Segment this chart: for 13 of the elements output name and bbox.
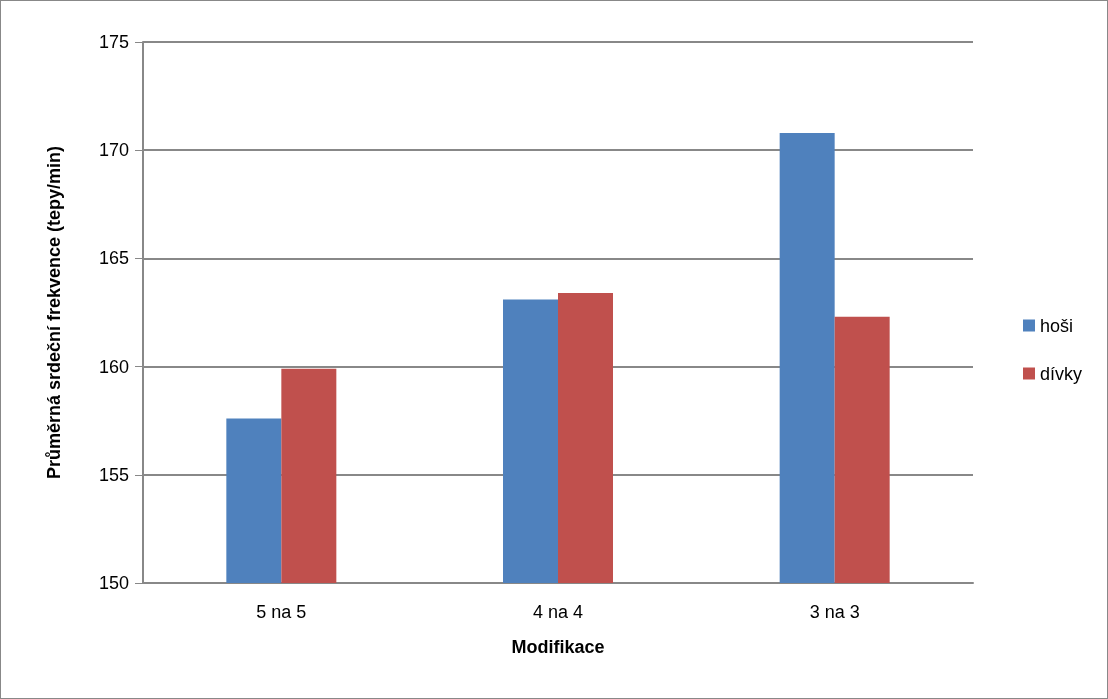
x-tick-label: 4 na 4 xyxy=(532,602,584,622)
y-tick-label: 170 xyxy=(98,140,129,161)
y-tick-label: 150 xyxy=(98,573,129,593)
legend-label: dívky xyxy=(1039,363,1082,384)
y-tick-label: 155 xyxy=(98,464,129,485)
y-tick-label: 175 xyxy=(98,32,129,52)
y-tick-label: 160 xyxy=(98,356,129,377)
x-tick-label: 3 na 3 xyxy=(809,602,860,622)
y-axis-title: Průměrná srdeční frekvence (tepy/min) xyxy=(44,145,64,480)
y-tick-label: 165 xyxy=(98,248,129,269)
x-axis-title: Modifikace xyxy=(511,637,605,657)
legend-label: hoši xyxy=(1039,315,1074,336)
x-tick-label: 5 na 5 xyxy=(256,602,307,622)
